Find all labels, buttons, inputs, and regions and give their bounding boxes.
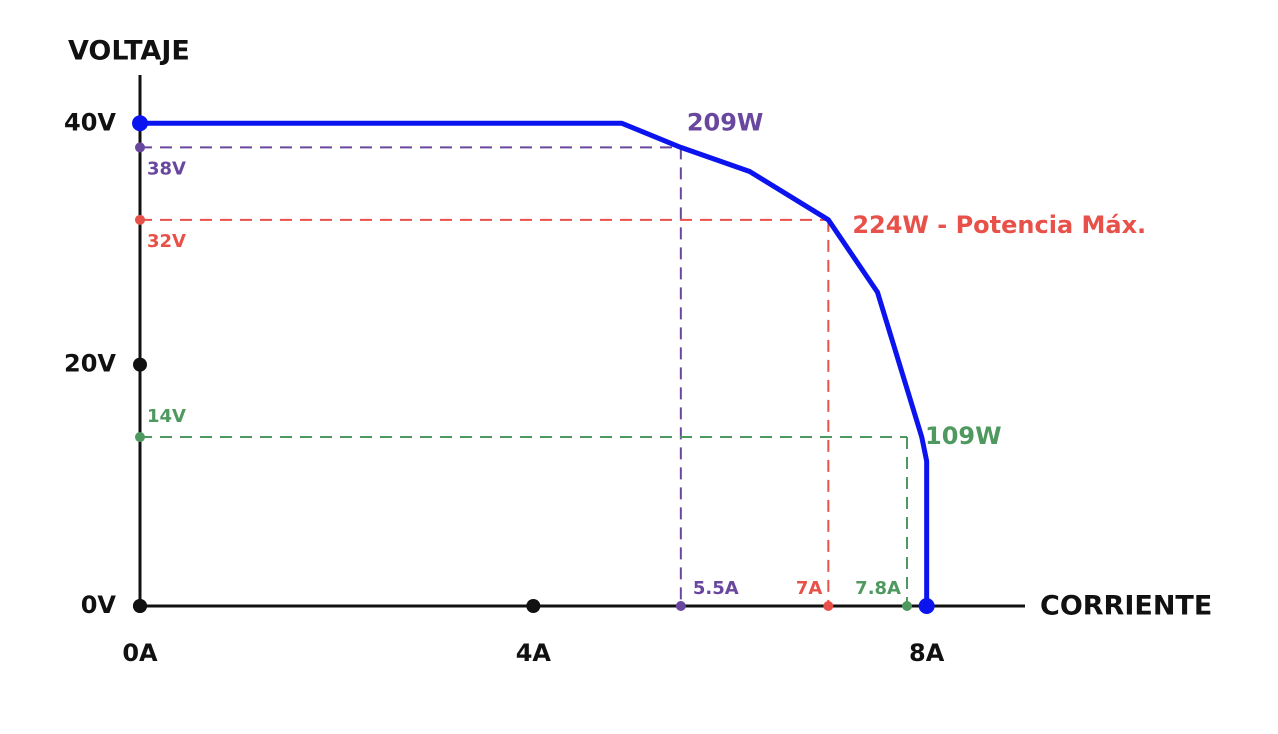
curve-endpoint — [132, 115, 148, 132]
y-tick-label: 20V — [64, 350, 116, 378]
y-point-label: 38V — [147, 158, 186, 179]
y-tick-label: 40V — [64, 108, 116, 136]
iv-curve — [140, 120, 930, 606]
y-point-dot — [135, 142, 145, 153]
y-tick-dot — [133, 357, 147, 372]
x-tick-label: 8A — [909, 639, 945, 667]
power-label: 209W — [687, 108, 764, 136]
y-tick-label: 0V — [81, 591, 117, 619]
y-point-dot — [135, 214, 145, 225]
x-tick-label: 4A — [516, 639, 552, 667]
x-tick-dot — [526, 599, 541, 613]
x-axis-title: CORRIENTE — [1040, 591, 1212, 622]
curve-endpoint — [918, 598, 935, 614]
y-point-label: 14V — [147, 406, 186, 427]
x-point-label: 7A — [796, 578, 823, 599]
y-tick-dot — [133, 599, 147, 613]
y-axis-title: VOLTAJE — [68, 36, 190, 67]
x-point-label: 7.8A — [855, 578, 901, 599]
x-point-dot — [675, 601, 686, 611]
x-point-dot — [902, 601, 912, 611]
x-point-dot — [823, 601, 834, 611]
power-label: 224W - Potencia Máx. — [852, 211, 1146, 239]
y-point-label: 32V — [147, 231, 186, 252]
x-point-label: 5.5A — [693, 578, 739, 599]
power-label: 109W — [925, 422, 1002, 450]
y-point-dot — [135, 432, 145, 443]
x-tick-label: 0A — [122, 639, 158, 667]
